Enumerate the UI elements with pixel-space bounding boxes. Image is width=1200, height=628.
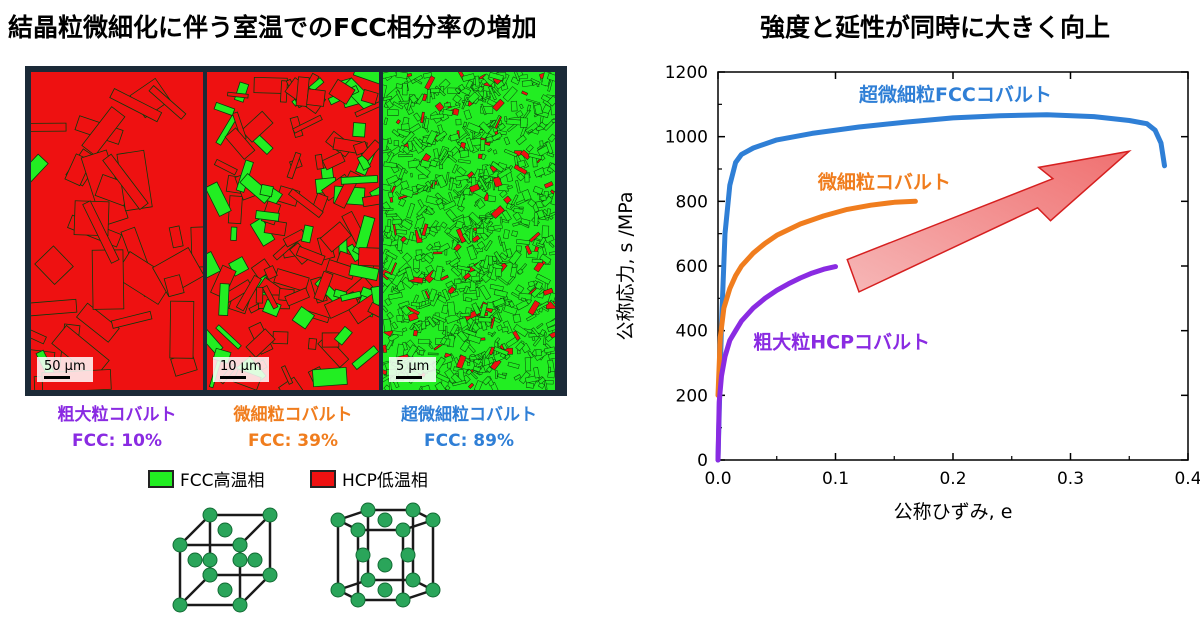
y-tick-label: 800	[676, 192, 708, 212]
caption-fine: 微細粒コバルト FCC: 39%	[202, 402, 384, 454]
y-axis-label: 公称応力, s /MPa	[615, 191, 637, 340]
micrograph-coarse-image	[31, 72, 203, 390]
scale-bar-coarse: 50 µm	[37, 357, 93, 382]
micrograph-fine: 10 µm	[207, 72, 379, 390]
y-tick-label: 200	[676, 386, 708, 406]
legend-hcp: HCP低温相	[310, 466, 428, 491]
chart-title: 強度と延性が同時に大きく向上	[759, 13, 1110, 42]
scale-bar-label: 5 µm	[396, 359, 430, 374]
micrograph-coarse: 50 µm	[31, 72, 203, 390]
micrograph-ultrafine: 5 µm	[383, 72, 555, 390]
scale-bar-ultrafine: 5 µm	[389, 357, 437, 382]
y-tick-label: 1000	[665, 128, 708, 148]
y-tick-label: 400	[676, 322, 708, 342]
x-tick-label: 0.0	[704, 469, 731, 489]
legend-hcp-swatch	[310, 469, 336, 488]
caption-fine-name: 微細粒コバルト	[233, 405, 353, 425]
improvement-arrow-icon	[846, 150, 1132, 293]
x-tick-label: 0.2	[939, 469, 966, 489]
series-annotation-1: 微細粒コバルト	[817, 170, 951, 193]
series-annotation-0: 超微細粒FCCコバルト	[858, 83, 1052, 106]
left-title: 結晶粒微細化に伴う室温でのFCC相分率の増加	[8, 13, 537, 42]
legend-hcp-label: HCP低温相	[342, 471, 428, 491]
legend-fcc-label: FCC高温相	[180, 471, 265, 491]
series-annotation-2: 粗大粒HCPコバルト	[753, 330, 930, 353]
caption-ultrafine: 超微細粒コバルト FCC: 89%	[378, 402, 560, 454]
y-tick-label: 1200	[665, 63, 708, 83]
caption-ultrafine-fcc: FCC: 89%	[424, 431, 514, 451]
caption-ultrafine-name: 超微細粒コバルト	[401, 405, 537, 425]
y-tick-label: 0	[697, 451, 708, 471]
micrograph-fine-image	[207, 72, 379, 390]
caption-coarse: 粗大粒コバルト FCC: 10%	[26, 402, 208, 454]
x-tick-label: 0.1	[822, 469, 849, 489]
x-axis-label: 公称ひずみ, e	[894, 501, 1013, 523]
scale-bar-fine: 10 µm	[213, 357, 269, 382]
caption-coarse-name: 粗大粒コバルト	[57, 405, 177, 425]
scale-bar-label: 10 µm	[220, 359, 262, 374]
fcc-crystal-structure-icon	[172, 507, 278, 613]
caption-coarse-fcc: FCC: 10%	[72, 431, 162, 451]
series-line-1	[715, 198, 918, 398]
micrograph-ultrafine-image	[383, 72, 555, 390]
series-line-2	[715, 264, 838, 463]
y-tick-label: 600	[676, 257, 708, 277]
x-tick-label: 0.3	[1057, 469, 1084, 489]
legend-fcc-swatch	[148, 469, 174, 488]
series-line-0	[715, 112, 1167, 463]
x-tick-label: 0.4	[1174, 469, 1200, 489]
caption-fine-fcc: FCC: 39%	[248, 431, 338, 451]
stress-strain-chart: 0.0 0.1 0.2 0.3 0.4 0 200 400 600 800 1000 1200 公称ひず…	[615, 63, 1200, 523]
plot-frame	[717, 71, 1189, 461]
scale-bar-label: 50 µm	[44, 359, 86, 374]
hcp-crystal-structure-icon	[330, 502, 441, 608]
legend-fcc: FCC高温相	[148, 466, 265, 491]
